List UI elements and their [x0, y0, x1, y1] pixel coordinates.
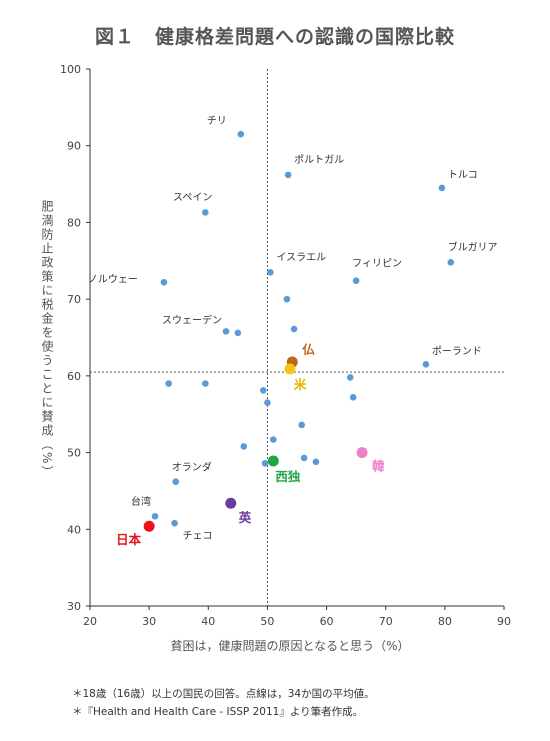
highlight-point: [225, 497, 237, 509]
data-point: [352, 277, 360, 285]
data-point: [234, 329, 242, 337]
data-point: [284, 171, 292, 179]
point-label: ポルトガル: [294, 154, 344, 166]
point-label: 英: [239, 510, 252, 525]
data-point: [298, 421, 306, 429]
point-label: スペイン: [173, 192, 212, 203]
y-tick-label: 60: [67, 370, 81, 383]
point-label: トルコ: [448, 170, 478, 181]
point-label: フィリピン: [352, 258, 402, 270]
data-point: [151, 512, 159, 520]
highlight-point: [143, 520, 155, 532]
data-point: [312, 458, 320, 466]
point-label: ノルウェー: [88, 273, 138, 285]
highlight-point: [267, 455, 279, 467]
point-label: オランダ: [172, 461, 212, 474]
data-point: [160, 278, 168, 286]
data-point: [202, 209, 209, 216]
footnote-source: ＊『Health and Health Care - ISSP 2011』より筆…: [72, 706, 364, 718]
data-point: [261, 460, 269, 467]
point-label: スウェーデン: [162, 313, 222, 326]
point-label: 日本: [116, 532, 142, 547]
y-tick-label: 100: [60, 63, 81, 76]
data-point: [267, 268, 274, 276]
point-label: 仏: [302, 342, 315, 357]
highlight-point: [284, 363, 296, 375]
data-point: [300, 454, 308, 462]
data-point: [438, 184, 446, 192]
y-tick-label: 90: [67, 140, 81, 153]
point-label: イスラエル: [276, 251, 326, 263]
y-tick-label: 80: [67, 216, 81, 229]
x-axis-label: 貧困は，健康問題の原因となると思う（%）: [170, 639, 410, 653]
x-tick-label: 80: [438, 615, 452, 628]
data-point: [172, 478, 180, 486]
point-label: 米: [293, 377, 307, 392]
x-tick-label: 40: [201, 615, 215, 628]
x-tick-label: 30: [142, 615, 156, 628]
y-tick-label: 30: [67, 600, 81, 613]
highlight-point: [356, 447, 368, 459]
point-label: チェコ: [183, 530, 213, 542]
data-point: [283, 295, 291, 303]
x-tick-label: 50: [260, 615, 274, 628]
point-label: 台湾: [131, 495, 151, 508]
x-tick-label: 20: [83, 615, 97, 628]
data-point: [165, 380, 172, 387]
data-point: [264, 399, 271, 407]
point-label: 韓: [372, 459, 385, 474]
data-point: [202, 380, 209, 387]
chart-title: 図１ 健康格差問題への認識の国際比較: [94, 26, 455, 48]
data-point: [240, 443, 248, 450]
data-point: [259, 387, 267, 394]
x-tick-label: 90: [497, 615, 511, 628]
y-tick-label: 70: [67, 293, 81, 306]
data-point: [346, 374, 354, 381]
data-point: [422, 361, 430, 368]
point-label: 西独: [275, 469, 301, 484]
point-label: チリ: [207, 115, 227, 127]
footnote-respondents: ＊18歳（16歳）以上の国民の回答。点線は，34か国の平均値。: [72, 688, 375, 700]
y-tick-label: 50: [67, 447, 81, 460]
data-point: [222, 328, 230, 335]
data-point: [290, 325, 298, 333]
x-tick-label: 70: [379, 615, 393, 628]
x-tick-label: 60: [320, 615, 334, 628]
data-point: [171, 519, 178, 527]
point-label: ブルガリア: [448, 240, 498, 253]
y-tick-label: 40: [67, 523, 81, 536]
data-point: [270, 436, 277, 443]
data-point: [349, 394, 357, 401]
point-label: ポーランド: [432, 345, 482, 357]
y-axis-label: 肥満防止政策に税金を使うことに賛成（%）: [40, 200, 54, 480]
data-point: [237, 130, 245, 138]
data-point: [447, 259, 455, 266]
